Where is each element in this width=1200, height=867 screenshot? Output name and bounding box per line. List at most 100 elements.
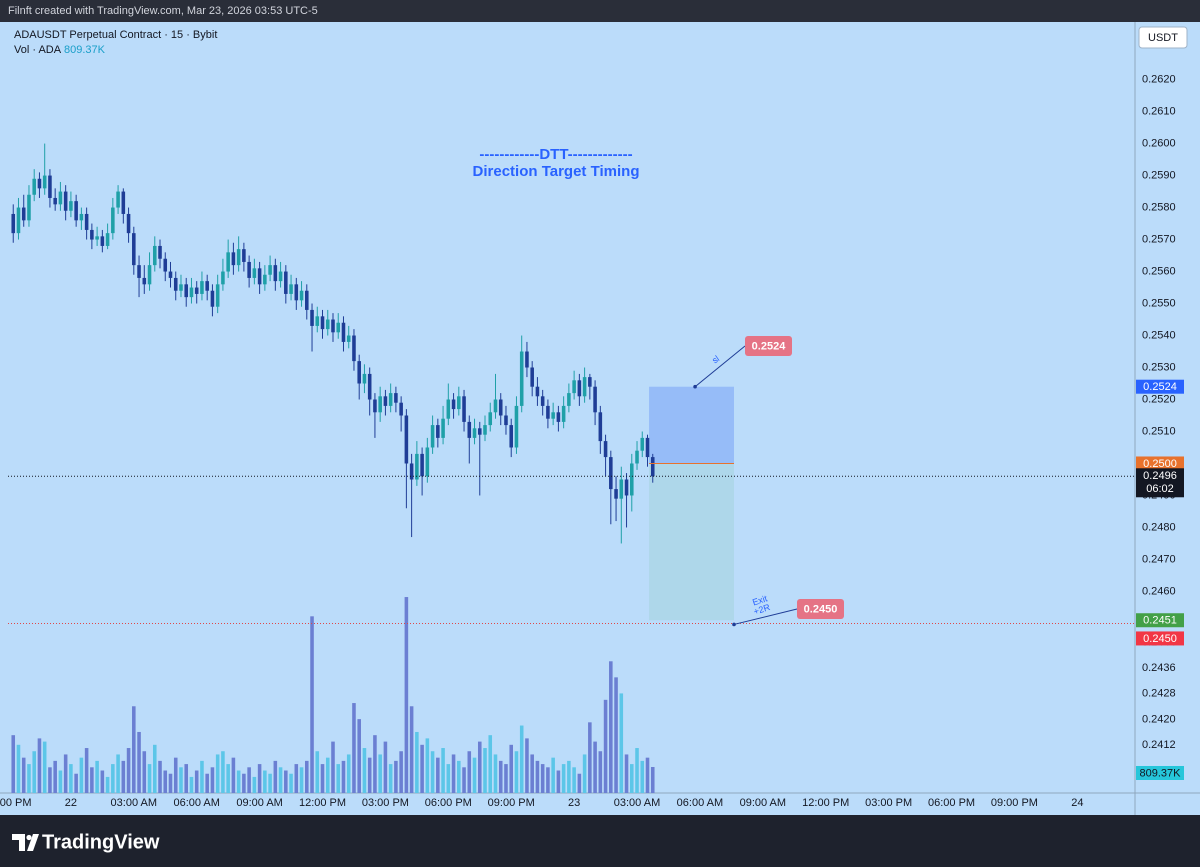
y-tick-label: 0.2550 xyxy=(1142,297,1176,309)
annotation-line: ------------DTT------------- xyxy=(479,146,632,163)
volume-bar xyxy=(268,773,272,793)
y-tick-label: 0.2428 xyxy=(1142,688,1176,700)
candle-body xyxy=(58,191,63,205)
volume-bar xyxy=(247,767,251,793)
candle-body xyxy=(257,268,262,285)
candle-body xyxy=(289,284,293,294)
volume-bar xyxy=(226,764,230,793)
candle-body xyxy=(263,274,267,285)
volume-bar xyxy=(173,757,178,793)
entry-price-label: 0.2500 xyxy=(1143,458,1177,470)
y-tick-label: 0.2560 xyxy=(1142,265,1176,277)
footer-brand: TradingView xyxy=(42,831,160,853)
volume-bar xyxy=(535,760,540,793)
volume-bar xyxy=(388,764,393,793)
volume-bar xyxy=(640,760,645,793)
candle-body xyxy=(336,322,341,333)
volume-bar xyxy=(415,731,419,793)
x-tick-label: 09:00 AM xyxy=(236,797,282,809)
volume-bar xyxy=(519,725,524,793)
entry-price-label-box xyxy=(1136,456,1184,471)
volume-bar xyxy=(383,741,388,793)
volume-bar xyxy=(48,767,52,793)
candle-body xyxy=(525,351,529,368)
volume-bar xyxy=(69,764,73,793)
candle-body xyxy=(221,271,225,285)
y-tick-label: 0.2480 xyxy=(1142,521,1176,533)
volume-bar xyxy=(425,738,430,793)
volume-bar xyxy=(367,757,372,793)
currency-label[interactable]: USDT xyxy=(1148,32,1178,44)
volume-bar xyxy=(394,760,398,793)
currency-button[interactable] xyxy=(1138,26,1188,49)
y-tick-label: 0.2610 xyxy=(1142,105,1176,117)
volume-bar xyxy=(189,776,194,793)
volume-bar xyxy=(493,754,498,793)
stop-callout xyxy=(745,336,792,356)
volume-bar xyxy=(567,760,571,793)
x-tick-label: 12:00 PM xyxy=(802,797,849,809)
volume-legend-value: 809.37K xyxy=(64,44,106,56)
volume-bar xyxy=(27,764,31,793)
candle-body xyxy=(147,265,152,285)
volume-price-box xyxy=(1136,765,1184,780)
candle-body xyxy=(645,437,650,458)
volume-bar xyxy=(556,770,561,793)
candle-body xyxy=(373,399,377,413)
volume-bar xyxy=(278,767,283,793)
volume-bar xyxy=(142,751,147,793)
candle-body xyxy=(614,489,618,499)
candle-body xyxy=(546,405,550,419)
volume-bar xyxy=(577,773,582,793)
candle-body xyxy=(315,316,320,326)
volume-bar xyxy=(346,754,351,793)
volume-bar xyxy=(614,677,618,793)
volume-bar xyxy=(32,751,36,793)
target-note: Exit xyxy=(751,593,769,607)
volume-bar xyxy=(132,706,136,793)
volume-price-label: 809.37K xyxy=(1140,767,1182,779)
volume-bar xyxy=(179,767,183,793)
x-tick-label: 09:00 PM xyxy=(991,797,1038,809)
volume-bar xyxy=(137,731,141,793)
stop-price-label-box xyxy=(1136,379,1184,394)
candle-body xyxy=(90,229,94,240)
x-tick-label: 22 xyxy=(65,797,77,809)
hline-price-label: 0.2450 xyxy=(1143,633,1177,645)
y-tick-label: 0.2460 xyxy=(1142,585,1176,597)
volume-bar xyxy=(236,770,241,793)
candle-body xyxy=(593,386,597,413)
candle-body xyxy=(325,319,330,330)
candle-body xyxy=(331,319,335,333)
candle-body xyxy=(236,249,241,266)
volume-bar xyxy=(284,770,288,793)
candle-body xyxy=(488,412,493,426)
volume-bar xyxy=(163,770,168,793)
volume-bar xyxy=(310,616,314,793)
candle-body xyxy=(446,399,451,419)
volume-bar xyxy=(121,760,126,793)
volume-bar xyxy=(572,767,576,793)
candle-body xyxy=(158,245,162,259)
volume-bar xyxy=(635,748,639,793)
logo-mark xyxy=(12,834,25,851)
candle-body xyxy=(184,284,189,298)
candle-body xyxy=(498,399,503,416)
volume-bar xyxy=(650,766,655,793)
candle-body xyxy=(284,271,288,294)
x-tick-label: 23 xyxy=(568,797,580,809)
candle-body xyxy=(514,405,519,448)
candle-body xyxy=(42,175,47,189)
candle-body xyxy=(577,380,582,397)
volume-bar xyxy=(305,760,309,793)
candle-body xyxy=(519,351,524,406)
candle-body xyxy=(37,178,42,189)
current-price-label: 0.2496 xyxy=(1143,470,1177,482)
volume-bar xyxy=(546,767,550,793)
volume-bar xyxy=(200,760,204,793)
candle-body xyxy=(619,479,624,499)
candle-body xyxy=(457,396,461,410)
x-tick-label: 06:00 PM xyxy=(928,797,975,809)
volume-bar xyxy=(105,776,110,793)
